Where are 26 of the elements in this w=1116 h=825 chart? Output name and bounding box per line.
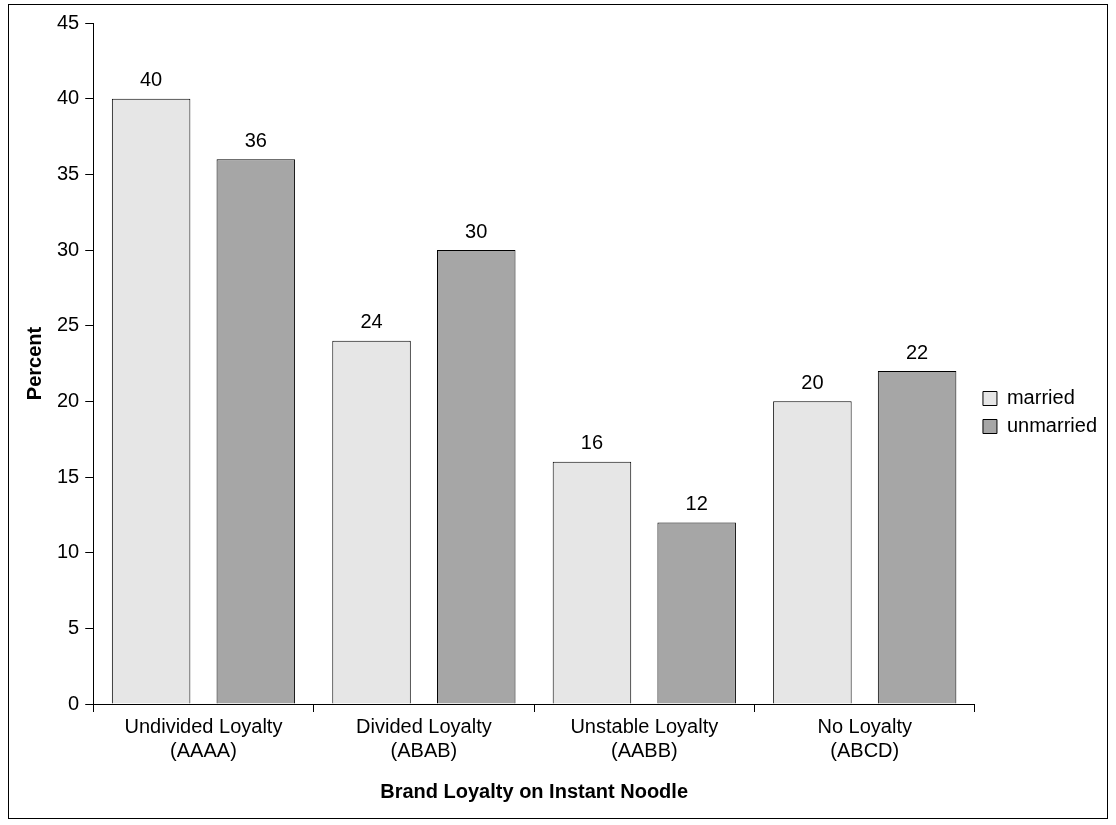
data-label: 12 <box>685 491 708 514</box>
y-tick-label: 25 <box>57 313 80 336</box>
x-tick-label: Divided Loyalty (ABAB) <box>356 714 492 761</box>
x-tick-label: Undivided Loyalty (AAAA) <box>124 714 283 761</box>
data-label: 30 <box>465 219 488 242</box>
data-label: 36 <box>244 128 267 151</box>
y-tick-label: 30 <box>57 237 80 260</box>
data-label: 40 <box>139 68 163 91</box>
legend-label: unmarried <box>1006 414 1098 437</box>
legend-label: married <box>1006 386 1075 409</box>
y-tick-label: 0 <box>68 691 80 714</box>
x-tick-label: Unstable Loyalty (AABB) <box>570 714 719 761</box>
x-axis-title: Brand Loyalty on Instant Noodle <box>380 779 688 802</box>
y-tick-label: 5 <box>68 615 80 638</box>
data-label: 22 <box>905 340 929 363</box>
data-label: 16 <box>580 431 604 454</box>
y-tick-label: 10 <box>57 540 80 563</box>
y-tick-label: 20 <box>57 388 80 411</box>
data-label: 20 <box>801 370 824 393</box>
x-tick-label: No Loyalty (ABCD) <box>817 714 912 761</box>
y-tick-label: 45 <box>57 10 80 33</box>
y-axis-title: Percent <box>22 326 45 401</box>
data-label: 24 <box>360 310 383 333</box>
y-tick-label: 15 <box>57 464 80 487</box>
y-tick-label: 35 <box>57 161 80 184</box>
y-tick-label: 40 <box>57 86 80 109</box>
